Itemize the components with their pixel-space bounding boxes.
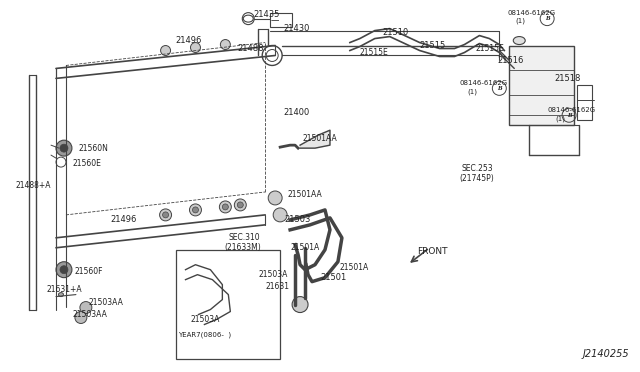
Text: 21503: 21503 — [284, 215, 310, 224]
Circle shape — [268, 191, 282, 205]
Text: 21400: 21400 — [283, 108, 309, 117]
Text: 21501AA: 21501AA — [287, 190, 322, 199]
Text: (1): (1) — [555, 115, 565, 122]
Circle shape — [56, 262, 72, 278]
Text: YEAR7(0806-  ): YEAR7(0806- ) — [179, 331, 232, 338]
Text: 21501AA: 21501AA — [302, 134, 337, 143]
Circle shape — [159, 209, 172, 221]
Polygon shape — [300, 130, 330, 148]
Bar — [270, 13, 292, 26]
Circle shape — [60, 144, 68, 152]
Text: 21516: 21516 — [497, 56, 524, 65]
Bar — [175, 250, 280, 359]
Circle shape — [75, 311, 87, 324]
Text: 21510: 21510 — [383, 28, 409, 37]
Text: J2140255: J2140255 — [582, 349, 629, 359]
Text: 21501A: 21501A — [340, 263, 369, 272]
Circle shape — [273, 208, 287, 222]
Circle shape — [56, 140, 72, 156]
Text: 21496: 21496 — [175, 36, 202, 45]
Text: 21515E: 21515E — [360, 48, 388, 57]
Circle shape — [222, 204, 228, 210]
Text: 21560N: 21560N — [79, 144, 109, 153]
Text: B: B — [545, 16, 550, 21]
Text: (1): (1) — [467, 88, 477, 94]
Text: SEC.310: SEC.310 — [228, 233, 260, 242]
Text: 21503A: 21503A — [258, 270, 287, 279]
Text: 21503A: 21503A — [191, 315, 220, 324]
Text: 21560E: 21560E — [73, 158, 102, 167]
Bar — [577, 86, 592, 120]
Circle shape — [193, 207, 198, 213]
Text: B: B — [497, 86, 502, 91]
Text: FRONT: FRONT — [417, 247, 447, 256]
Circle shape — [161, 45, 171, 55]
Circle shape — [189, 204, 202, 216]
Circle shape — [191, 42, 200, 52]
Circle shape — [234, 199, 246, 211]
Circle shape — [163, 212, 168, 218]
Text: 21560F: 21560F — [75, 267, 104, 276]
Circle shape — [80, 302, 92, 314]
Text: 21503AA: 21503AA — [73, 310, 108, 319]
Ellipse shape — [58, 293, 63, 296]
Text: 21501A: 21501A — [290, 243, 319, 252]
Text: 08146-6162G: 08146-6162G — [508, 10, 556, 16]
Text: 21488: 21488 — [237, 44, 264, 53]
Text: 08146-6162G: 08146-6162G — [547, 107, 595, 113]
Text: 21430: 21430 — [283, 24, 310, 33]
Text: —: — — [270, 16, 278, 25]
Circle shape — [220, 39, 230, 49]
Text: 21518: 21518 — [554, 74, 580, 83]
Text: 21503AA: 21503AA — [89, 298, 124, 307]
Text: 21515E: 21515E — [476, 44, 504, 53]
Text: 21496: 21496 — [111, 215, 137, 224]
Circle shape — [220, 201, 231, 213]
Text: 21488+A: 21488+A — [15, 180, 51, 189]
Text: 08146-6162G: 08146-6162G — [460, 80, 508, 86]
Text: (1): (1) — [515, 17, 525, 24]
Text: (21633M): (21633M) — [225, 243, 261, 252]
Circle shape — [292, 296, 308, 312]
Text: 21435: 21435 — [253, 10, 280, 19]
Circle shape — [60, 266, 68, 274]
Circle shape — [237, 202, 243, 208]
Text: 21631+A: 21631+A — [46, 285, 82, 294]
Text: (21745P): (21745P) — [460, 173, 494, 183]
Bar — [509, 45, 574, 125]
Text: 21501: 21501 — [320, 273, 346, 282]
Text: B: B — [567, 113, 572, 118]
Text: 21631: 21631 — [265, 282, 289, 291]
Text: 21515: 21515 — [420, 41, 446, 50]
Ellipse shape — [513, 36, 525, 45]
Text: SEC.253: SEC.253 — [461, 164, 493, 173]
